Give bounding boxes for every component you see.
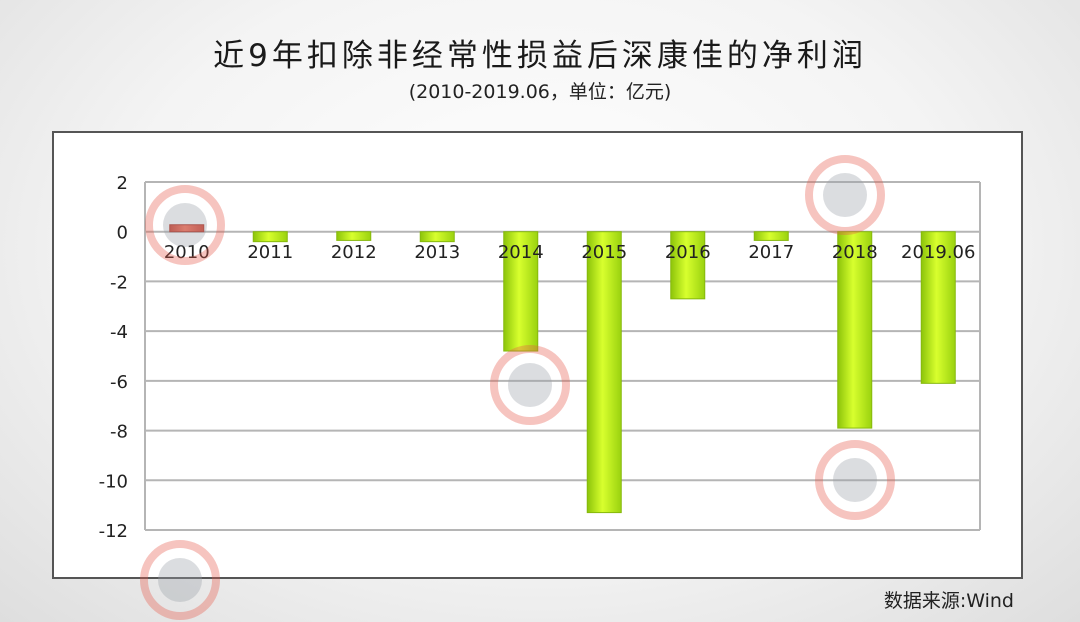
chart-subtitle: (2010-2019.06，单位：亿元) [408, 81, 672, 103]
bar-2010 [169, 224, 205, 233]
x-tick-labels: 2010 2011 2012 2013 2014 2015 2016 2017 2018 2019… [164, 242, 976, 263]
y-tick-labels: 2 0 -2 -4 -6 -8 -10 -12 [99, 173, 128, 542]
watermark-logo [490, 345, 570, 425]
x-tick-label: 2013 [414, 242, 460, 263]
watermark-logo [140, 540, 220, 620]
x-tick-label: 2018 [832, 242, 878, 263]
bar-2019.06 [920, 231, 956, 384]
bar-2018 [837, 231, 873, 429]
bar-2014 [503, 231, 539, 352]
watermark-logo [815, 440, 895, 520]
x-tick-label: 2014 [498, 242, 544, 263]
watermark-logo [145, 185, 225, 265]
y-tick-label: 0 [117, 223, 128, 244]
bar-2012 [336, 231, 372, 241]
x-tick-label: 2017 [748, 242, 794, 263]
y-tick-label: -2 [110, 272, 128, 293]
bar-2017 [753, 231, 789, 241]
bars [169, 224, 956, 514]
x-tick-label: 2011 [247, 242, 293, 263]
y-tick-label: -6 [110, 372, 128, 393]
bar-2013 [419, 231, 455, 243]
y-tick-label: -4 [110, 322, 128, 343]
x-tick-label: 2010 [164, 242, 210, 263]
watermark-logo [805, 155, 885, 235]
y-tick-label: -8 [110, 422, 128, 443]
bar-2015 [586, 231, 622, 514]
x-tick-label: 2016 [665, 242, 711, 263]
bar-2011 [252, 231, 288, 243]
chart-title: 近9年扣除非经常性损益后深康佳的净利润 [213, 38, 867, 74]
bar-2016 [670, 231, 706, 300]
data-source-note: 数据来源:Wind [883, 590, 1014, 612]
x-tick-label: 2015 [581, 242, 627, 263]
x-tick-label: 2019.06 [901, 242, 975, 263]
x-tick-label: 2012 [331, 242, 377, 263]
y-tick-label: 2 [117, 173, 128, 194]
y-tick-label: -12 [99, 521, 128, 542]
y-tick-label: -10 [99, 471, 128, 492]
